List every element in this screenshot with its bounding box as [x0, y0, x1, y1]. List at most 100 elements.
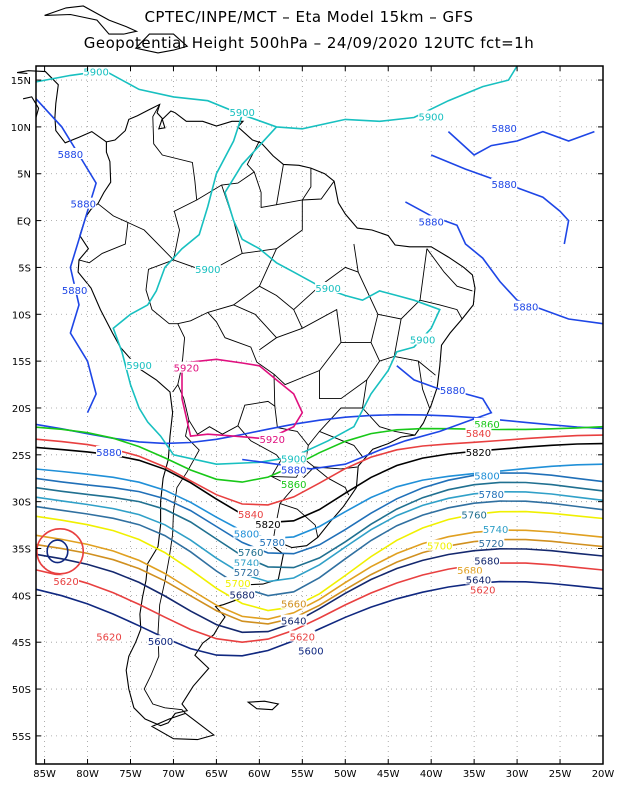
contour-label: 5600 — [148, 637, 173, 648]
contour-label-bg — [426, 539, 453, 551]
lat-label: 10N — [11, 123, 31, 134]
lon-label: 30W — [506, 769, 529, 780]
contour-label-bg — [474, 469, 501, 481]
contour-label-bg — [478, 488, 505, 500]
contour-label: 5860 — [281, 480, 306, 491]
contour-label-bg — [254, 518, 281, 530]
lat-label: 35S — [12, 545, 31, 556]
country-border — [293, 266, 359, 310]
contour-label-bg — [409, 333, 436, 345]
lon-label: 20W — [592, 769, 615, 780]
contour-label-bg — [57, 148, 84, 160]
contour-label: 5880 — [513, 303, 538, 314]
contour-label-bg — [229, 588, 256, 600]
contour-label-bg — [53, 575, 80, 587]
hispaniola-island — [134, 33, 189, 54]
map-subtitle: Geopotential Height 500hPa – 24/09/2020 … — [83, 34, 535, 52]
contour-5760 — [35, 481, 604, 569]
contour-label: 5920 — [174, 364, 199, 375]
contour-label: 5900 — [229, 108, 254, 119]
contour-label-bg — [126, 358, 153, 370]
contour-label: 5900 — [83, 68, 108, 79]
map-frame — [35, 65, 604, 765]
contour-label-bg — [229, 105, 256, 117]
contour-5860 — [35, 425, 604, 483]
lon-label: 65W — [205, 769, 228, 780]
contour-5600 — [35, 580, 604, 657]
contour-label-bg — [233, 527, 260, 539]
contour-label-bg — [469, 583, 496, 595]
country-border — [258, 200, 303, 287]
lat-label: EQ — [17, 217, 31, 228]
contour-5700 — [35, 510, 604, 612]
contour-5880 — [35, 98, 97, 414]
lat-label: 55S — [12, 732, 31, 743]
country-border — [143, 420, 200, 714]
contour-label-bg — [280, 452, 307, 464]
contour-label: 5620 — [470, 586, 495, 597]
contour-label-bg — [491, 177, 518, 189]
lon-label: 40W — [420, 769, 443, 780]
contour-label: 5900 — [315, 284, 340, 295]
height-contours — [35, 65, 604, 657]
contour-label: 5900 — [195, 265, 220, 276]
contour-label: 5880 — [62, 286, 87, 297]
contour-label-bg — [173, 361, 200, 373]
contour-5920 — [181, 358, 304, 440]
country-border — [419, 299, 463, 320]
contour-label: 5880 — [491, 124, 516, 135]
lon-label: 35W — [463, 769, 486, 780]
contour-label: 5760 — [461, 511, 486, 522]
contour-label: 5760 — [238, 548, 263, 559]
country-border — [196, 140, 260, 201]
contour-label-bg — [465, 445, 492, 457]
contour-label-bg — [259, 535, 286, 547]
contour-5800 — [35, 463, 604, 540]
country-border — [302, 180, 335, 201]
falkland-islands — [246, 700, 280, 711]
contour-label-bg — [482, 522, 509, 534]
country-border — [173, 248, 277, 273]
lat-label: 5S — [18, 263, 31, 274]
contour-label-bg — [418, 110, 445, 122]
lat-label: 15S — [12, 357, 31, 368]
contour-label-bg — [233, 565, 260, 577]
contour-5900 — [112, 114, 441, 466]
contour-label: 5840 — [466, 429, 491, 440]
country-border — [379, 318, 402, 362]
map-title: CPTEC/INPE/MCT – Eta Model 15km – GFS — [144, 8, 474, 26]
contour-label-bg — [478, 536, 505, 548]
contour-label: 5680 — [457, 566, 482, 577]
contour-label: 5640 — [281, 617, 306, 628]
contour-label-bg — [70, 197, 97, 209]
contour-label: 5740 — [483, 525, 508, 536]
contour-label-bg — [456, 563, 483, 575]
country-border — [253, 164, 284, 209]
contour-label: 5840 — [238, 510, 263, 521]
lon-label: 50W — [334, 769, 357, 780]
contour-label-bg — [147, 635, 174, 647]
contour-5720 — [35, 500, 604, 597]
lat-label: 50S — [12, 685, 31, 696]
contour-5880 — [430, 154, 570, 245]
country-border — [78, 203, 129, 264]
lat-label: 10S — [12, 310, 31, 321]
contour-label: 5880 — [96, 448, 121, 459]
country-border — [276, 168, 312, 206]
continent-outline — [17, 5, 476, 741]
contour-label: 5720 — [479, 539, 504, 550]
contour-label-bg — [237, 546, 264, 558]
country-border — [426, 248, 473, 292]
contour-label: 5800 — [474, 471, 499, 482]
contour-label: 5620 — [96, 633, 121, 644]
contour-label-bg — [61, 283, 88, 295]
contour-label-bg — [474, 554, 501, 566]
contour-label-bg — [224, 577, 251, 589]
contour-label: 5740 — [234, 559, 259, 570]
contour-label-bg — [83, 65, 110, 77]
contour-label-bg — [280, 597, 307, 609]
contour-5900 — [35, 65, 518, 130]
contour-label: 5820 — [255, 520, 280, 531]
country-border — [207, 304, 277, 339]
